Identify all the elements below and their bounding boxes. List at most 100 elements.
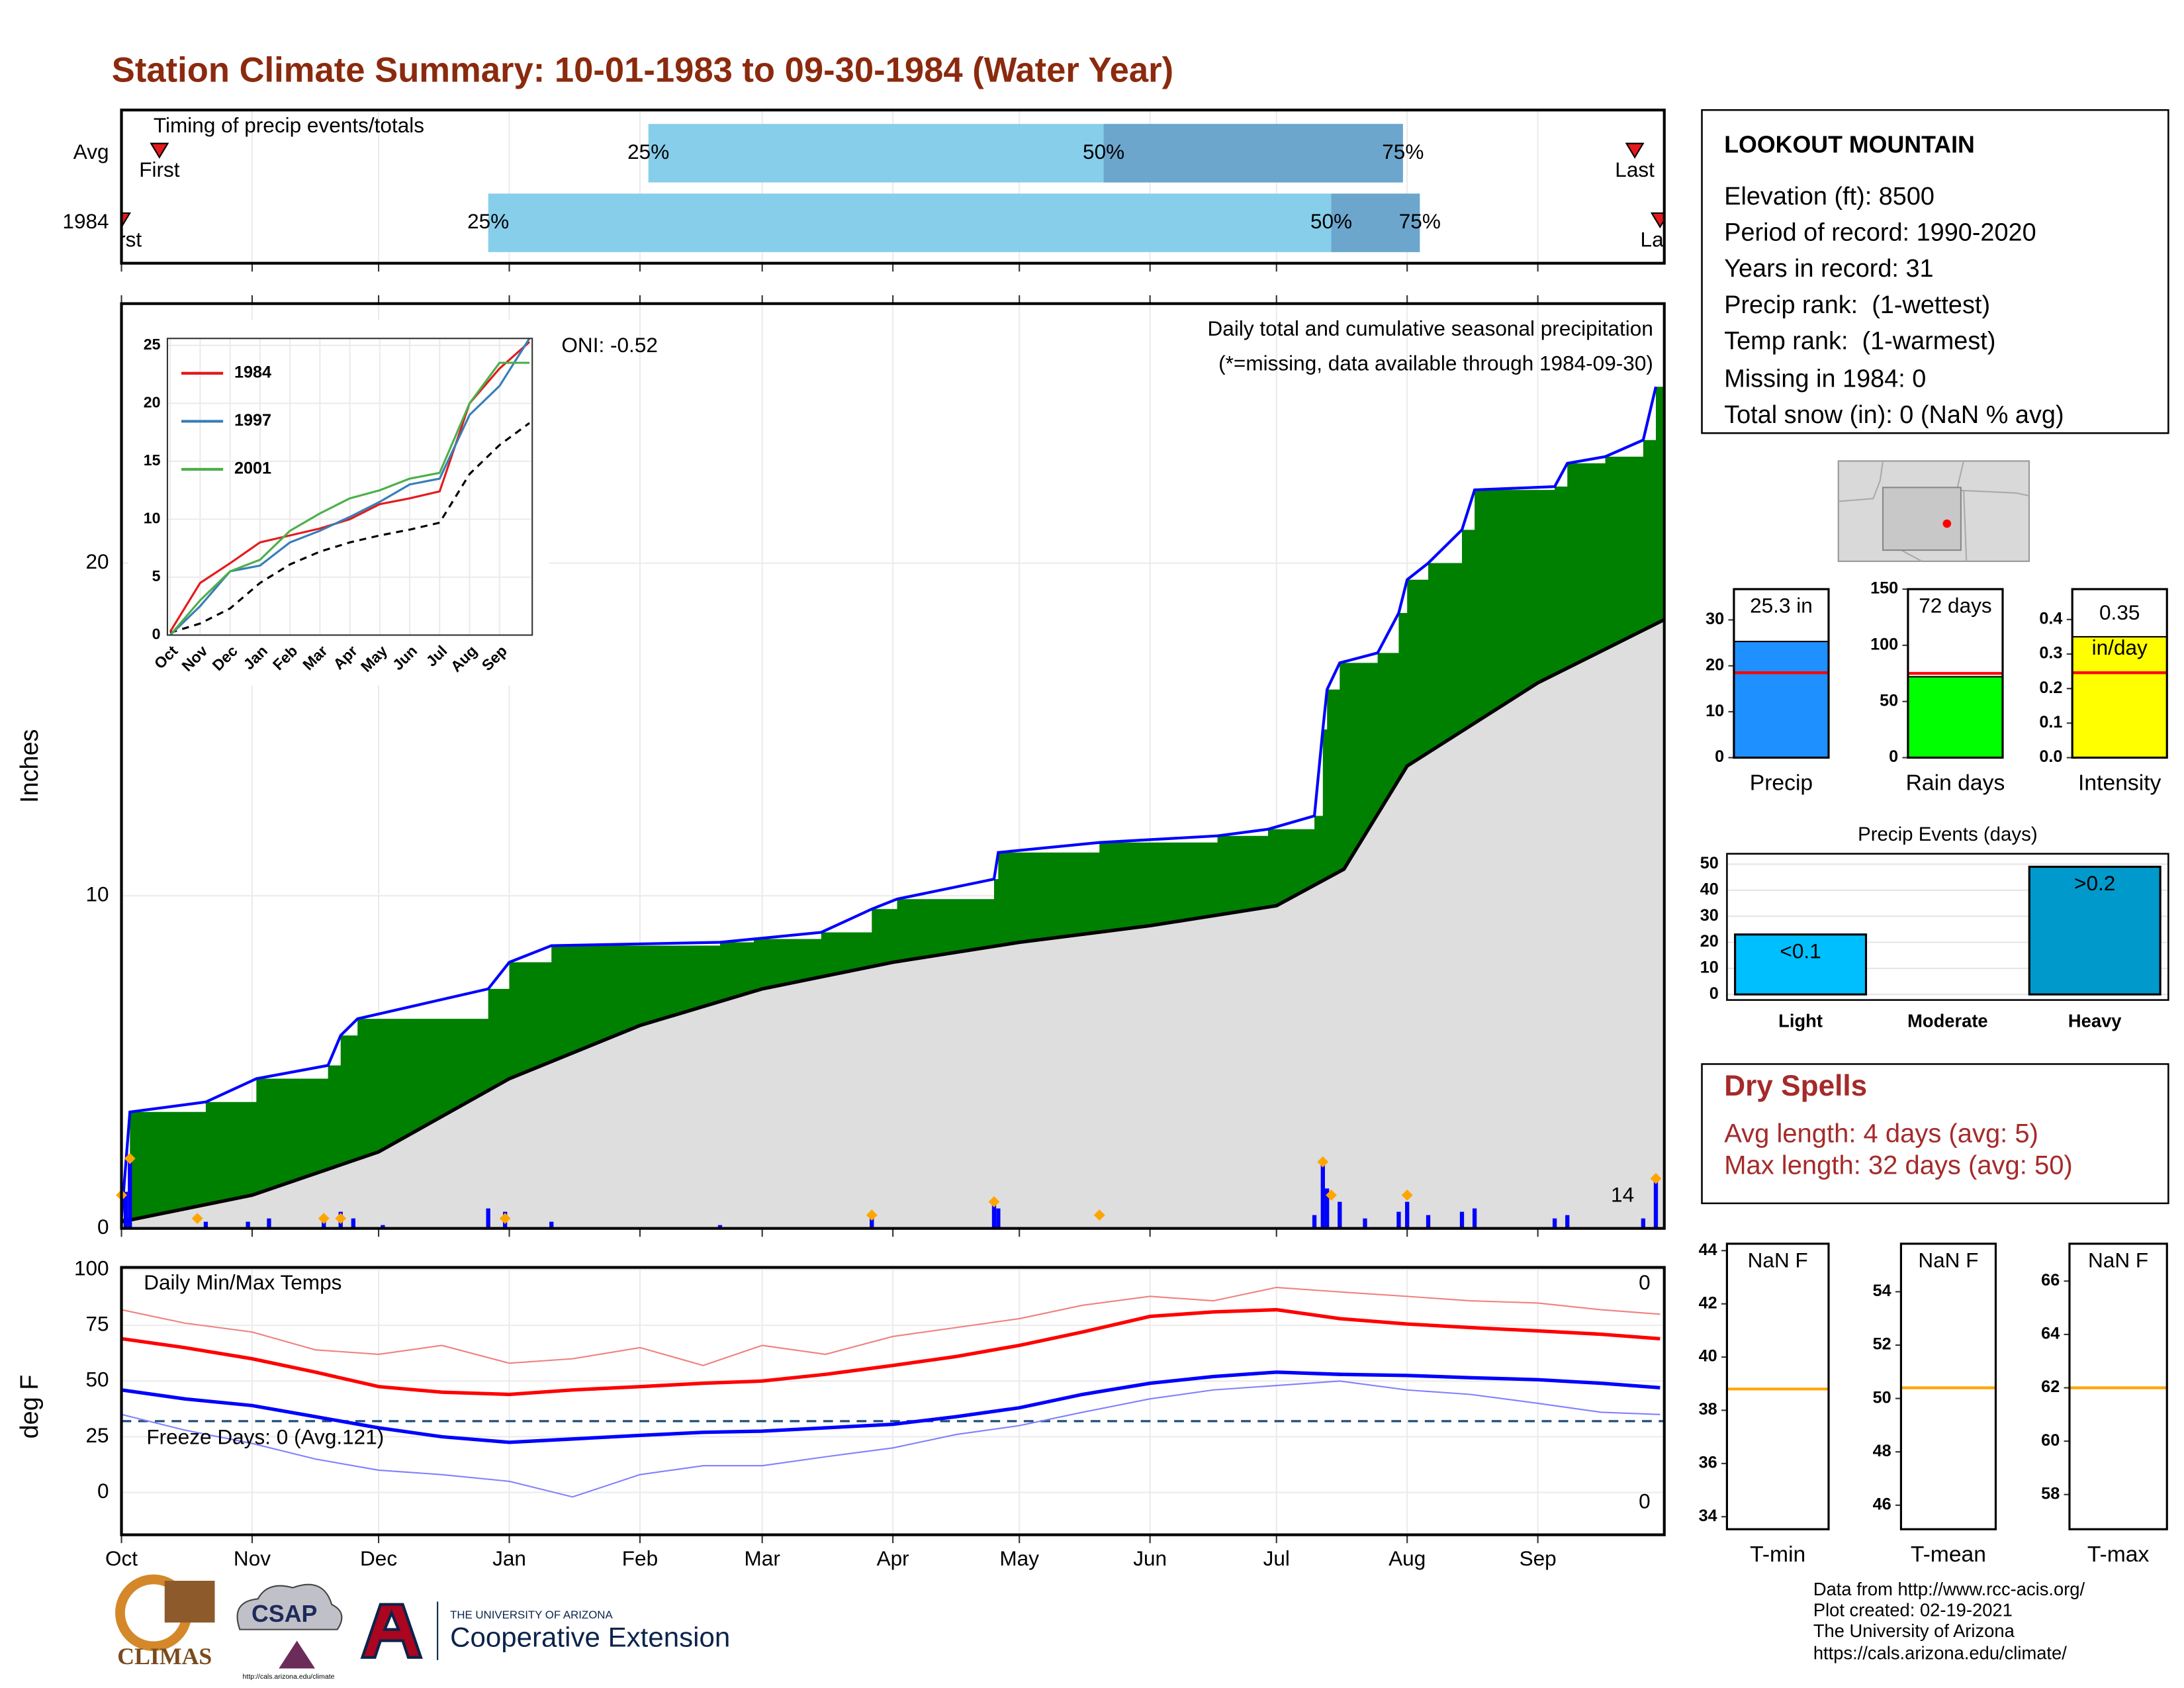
footer-line: The University of Arizona: [1813, 1620, 2015, 1641]
info-line: Total snow (in): 0 (NaN % avg): [1724, 401, 2064, 429]
ua-text: THE UNIVERSITY OF ARIZONA: [450, 1609, 613, 1621]
x-tick-label: Sep: [1520, 1546, 1557, 1570]
timing-rows: 25% 50% 75% First Last 25% 50% 75% First Last: [101, 124, 1664, 252]
x-tick-label: Jun: [1133, 1546, 1167, 1570]
event-label: First: [101, 227, 142, 251]
daily-bar: [549, 1221, 554, 1229]
daily-bar: [486, 1208, 490, 1229]
x-tick-label: Jan: [492, 1546, 526, 1570]
daily-bar: [996, 1208, 1001, 1229]
page-title: Station Climate Summary: 10-01-1983 to 0…: [112, 50, 1173, 89]
daily-bar: [1320, 1162, 1325, 1229]
legend-label: 2001: [234, 459, 271, 478]
y-tick-label: 100: [74, 1256, 109, 1280]
daily-bar: [1363, 1218, 1367, 1229]
y-tick-label: 20: [1700, 932, 1719, 951]
x-tick-label: Heavy: [2068, 1011, 2122, 1031]
x-tick-label: May: [999, 1546, 1039, 1570]
daily-bar: [322, 1221, 326, 1229]
y-tick-label: 0: [97, 1215, 109, 1239]
x-tick-label: Mar: [745, 1546, 780, 1570]
x-tick-label: Apr: [877, 1546, 909, 1570]
y-tick-label: 10: [86, 882, 109, 906]
y-tick-label: 50: [1880, 691, 1898, 710]
event-diamond: [988, 1196, 1000, 1207]
y-tick-label: 34: [1699, 1507, 1717, 1525]
daily-bar: [1426, 1215, 1431, 1229]
daily-bar: [1312, 1215, 1317, 1229]
station-name: LOOKOUT MOUNTAIN: [1724, 131, 1975, 158]
event-diamond: [1326, 1190, 1337, 1201]
legend-label: 1997: [234, 411, 271, 430]
csap-text: CSAP: [251, 1601, 317, 1627]
count-label: 14: [1611, 1183, 1634, 1207]
event-diamond: [124, 1152, 136, 1164]
max-count: 0: [1639, 1270, 1651, 1294]
info-line: Elevation (ft): 8500: [1724, 183, 1934, 211]
series-line: [169, 361, 530, 636]
info-line: Temp rank: (1-warmest): [1724, 328, 1995, 355]
y-tick-label: 64: [2041, 1325, 2060, 1343]
chart-title: Daily total and cumulative seasonal prec…: [1208, 316, 1653, 340]
y-tick-label: 42: [1699, 1293, 1717, 1312]
y-tick-label: 0.1: [2039, 713, 2062, 731]
category-label: T-max: [2087, 1542, 2150, 1567]
value-label: 25.3 in: [1750, 594, 1813, 618]
y-tick-label: 0.4: [2039, 610, 2062, 628]
y-axis-label: Inches: [16, 729, 44, 803]
dry-line: Max length: 32 days (avg: 50): [1724, 1151, 2073, 1180]
daily-bar: [381, 1225, 385, 1229]
footer-line: Data from http://www.rcc-acis.org/: [1813, 1579, 2085, 1599]
daily-bar: [123, 1192, 128, 1229]
chart-title: Daily Min/Max Temps: [144, 1270, 341, 1294]
x-tick-label: Light: [1778, 1011, 1823, 1031]
annotation: Freeze Days: 0 (Avg.121): [146, 1425, 384, 1449]
daily-bar: [351, 1218, 356, 1229]
y-tick-label: 20: [1706, 655, 1724, 674]
annotation: ONI: -0.52: [561, 333, 658, 357]
y-tick-label: 20: [144, 393, 161, 410]
frame: [2071, 588, 2168, 759]
x-tick-label: Aug: [1388, 1546, 1426, 1570]
x-tick-label: Dec: [360, 1546, 397, 1570]
temp-line: [121, 1380, 1661, 1498]
y-tick-label: 46: [1873, 1495, 1891, 1514]
csap-mountain: [279, 1640, 315, 1669]
daily-bar: [203, 1221, 208, 1229]
y-tick-label: 62: [2041, 1378, 2060, 1396]
y-tick-label: 0: [97, 1479, 109, 1503]
category-label: T-mean: [1911, 1542, 1986, 1567]
y-tick-label: 100: [1870, 635, 1898, 654]
frame: [166, 338, 533, 636]
y-tick-label: 36: [1699, 1454, 1717, 1472]
gauge-plot: [1727, 1243, 1829, 1530]
daily-bar: [267, 1218, 271, 1229]
value-label: 0.35: [2099, 600, 2140, 624]
locator-map: [1837, 460, 2030, 562]
frame: [1726, 853, 2169, 1001]
y-tick-label: 25: [144, 336, 161, 353]
category-label: Rain days: [1906, 771, 2005, 795]
y-tick-label: 30: [1706, 610, 1724, 628]
percent-label: 50%: [1310, 209, 1352, 233]
percent-label: 25%: [627, 140, 669, 164]
y-tick-label: 10: [1700, 959, 1719, 977]
y-tick-label: 25: [86, 1423, 109, 1447]
average-line: [169, 422, 530, 634]
category-label: Intensity: [2078, 771, 2161, 795]
daily-bar: [1472, 1208, 1477, 1229]
station-box: LOOKOUT MOUNTAIN Elevation (ft): 8500 Pe…: [1701, 109, 2169, 434]
x-tick-label: Feb: [622, 1546, 658, 1570]
footer-line: https://cals.arizona.edu/climate/: [1813, 1643, 2067, 1664]
daily-bar: [1653, 1175, 1659, 1229]
dry-spells-box: Dry Spells Avg length: 4 days (avg: 5) M…: [1701, 1063, 2169, 1205]
y-tick-label: 15: [144, 451, 161, 469]
value-label: NaN F: [1748, 1248, 1808, 1272]
y-tick-label: 52: [1873, 1335, 1891, 1354]
event-diamond: [191, 1213, 203, 1225]
y-tick-label: 40: [1700, 880, 1719, 898]
y-tick-label: 50: [1700, 854, 1719, 872]
info-line: Years in record: 31: [1724, 255, 1933, 283]
daily-bar: [870, 1218, 874, 1229]
frame: [2068, 1243, 2168, 1530]
